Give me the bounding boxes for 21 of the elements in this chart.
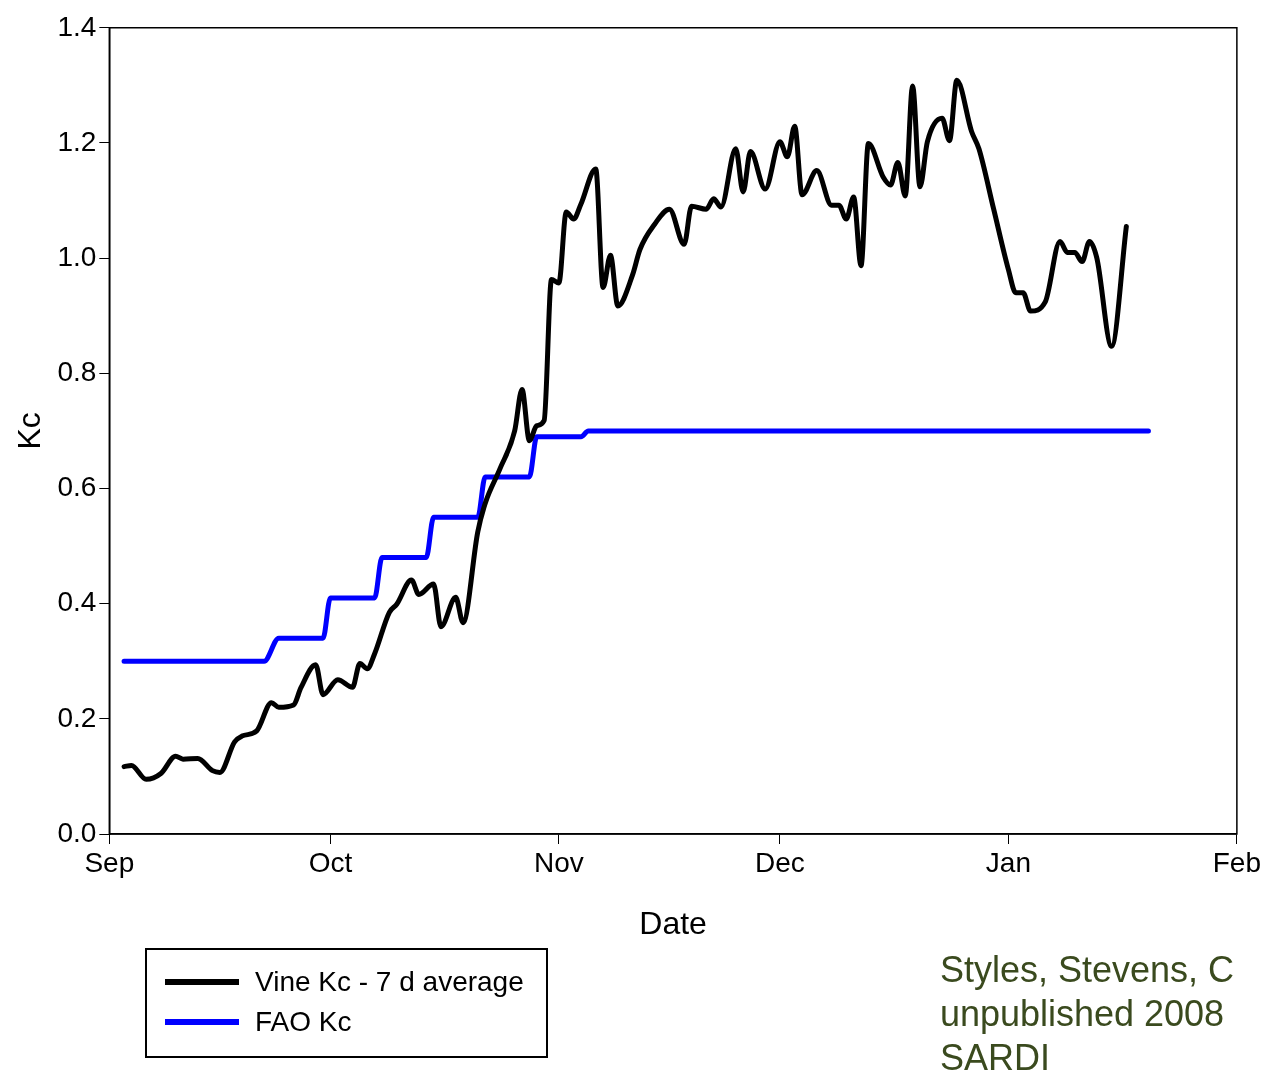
text: unpublished 2008	[939, 992, 1226, 1036]
x-tick-label: Nov	[533, 846, 584, 878]
y-axis-title: Kc	[11, 412, 48, 450]
x-tick-label: Oct	[308, 846, 353, 878]
x-axis-title: Date	[639, 904, 707, 941]
x-tick-label: Feb	[1212, 846, 1261, 878]
y-tick-label: 0.0	[57, 816, 97, 848]
legend-label: Vine Kc - 7 d average	[255, 966, 524, 998]
legend-label: FAO Kc	[255, 1006, 352, 1038]
x-tick-label: Jan	[985, 846, 1031, 878]
x-tick-label: Dec	[755, 846, 805, 878]
text: SARDI	[939, 1036, 1051, 1075]
y-tick-label: 1.4	[57, 10, 97, 42]
y-tick-label: 0.4	[57, 586, 97, 618]
y-tick-label: 1.2	[57, 125, 97, 157]
y-tick-label: 0.2	[57, 701, 97, 733]
y-tick-label: 0.6	[57, 471, 97, 503]
x-tick-label: Sep	[84, 846, 135, 878]
y-tick-label: 0.8	[57, 356, 97, 388]
y-tick-label: 1.0	[57, 240, 97, 272]
text: Styles, Stevens, C	[939, 948, 1234, 992]
